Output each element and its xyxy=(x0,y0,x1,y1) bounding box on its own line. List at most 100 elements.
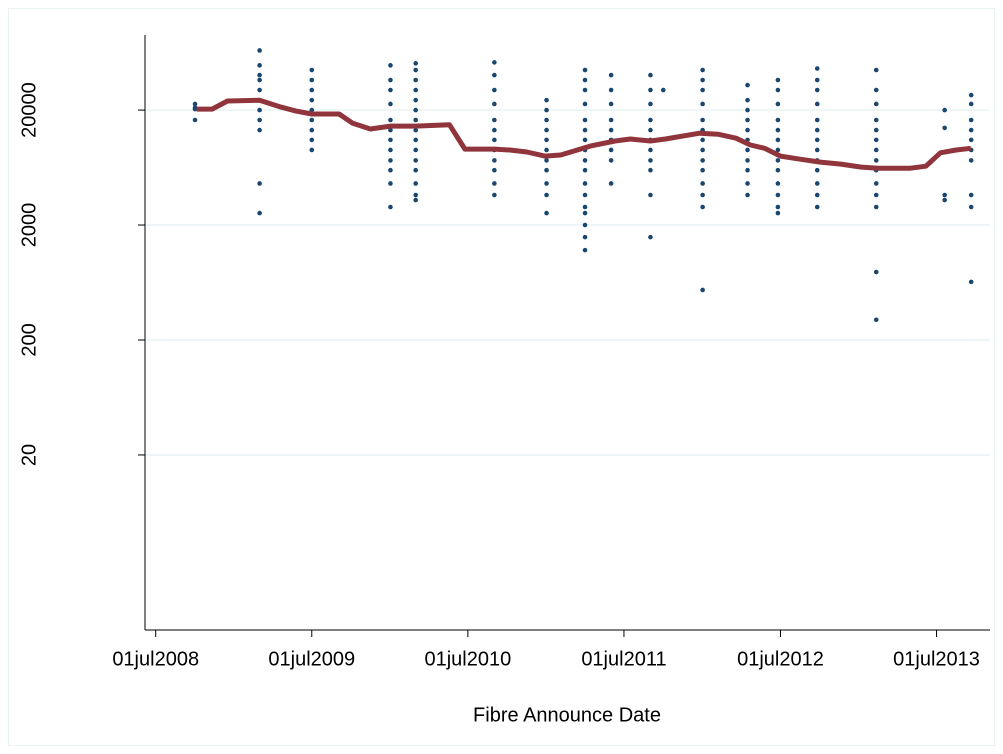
scatter-point xyxy=(388,158,393,163)
x-tick-label: 01jul2011 xyxy=(581,648,666,670)
scatter-point xyxy=(413,197,418,203)
scatter-point xyxy=(492,192,497,198)
scatter-point xyxy=(413,167,418,173)
scatter-point xyxy=(608,72,614,78)
scatter-point xyxy=(775,181,781,186)
scatter-point xyxy=(608,117,614,123)
scatter-point xyxy=(648,87,653,93)
y-tick-label: 2000 xyxy=(18,203,40,248)
scatter-point xyxy=(492,158,497,163)
scatter-point xyxy=(814,66,820,71)
scatter-point xyxy=(582,77,588,83)
scatter-point xyxy=(582,222,588,228)
scatter-point xyxy=(257,107,262,113)
scatter-point xyxy=(413,61,418,66)
scatter-point xyxy=(492,167,497,173)
scatter-point xyxy=(648,158,653,163)
scatter-point xyxy=(873,67,879,73)
scatter-point xyxy=(492,101,497,107)
scatter-point xyxy=(388,147,393,153)
scatter-point xyxy=(257,63,262,68)
scatter-point xyxy=(257,181,262,186)
scatter-point xyxy=(582,101,588,107)
scatter-point xyxy=(582,158,588,163)
scatter-point xyxy=(413,67,418,73)
scatter-point xyxy=(700,77,705,83)
scatter-point xyxy=(582,167,588,173)
scatter-point xyxy=(492,87,497,93)
scatter-point xyxy=(608,127,614,133)
scatter-point xyxy=(648,117,653,123)
scatter-point xyxy=(582,181,588,186)
scatter-point xyxy=(775,158,781,163)
scatter-point xyxy=(814,77,820,83)
x-tick-label: 01jul2008 xyxy=(112,648,199,670)
scatter-point xyxy=(814,204,820,210)
scatter-point xyxy=(192,117,198,123)
scatter-point xyxy=(544,147,549,153)
scatter-point xyxy=(648,101,653,107)
scatter-point xyxy=(608,158,614,163)
scatter-point xyxy=(544,137,549,143)
scatter-point xyxy=(968,204,974,210)
scatter-point xyxy=(388,87,393,93)
scatter-point xyxy=(388,63,393,68)
scatter-point xyxy=(582,127,588,133)
scatter-point xyxy=(775,101,781,107)
scatter-point xyxy=(775,137,781,143)
x-axis-title: Fibre Announce Date xyxy=(473,704,661,726)
scatter-point xyxy=(968,117,974,123)
scatter-point xyxy=(413,147,418,153)
scatter-point xyxy=(257,48,262,53)
scatter-point xyxy=(492,137,497,143)
scatter-point xyxy=(544,127,549,133)
scatter-point xyxy=(968,192,974,198)
scatter-point xyxy=(873,137,879,143)
scatter-point xyxy=(388,117,393,123)
scatter-point xyxy=(700,181,705,186)
scatter-point xyxy=(388,181,393,186)
scatter-point xyxy=(814,147,820,153)
scatter-point xyxy=(968,279,974,285)
scatter-point xyxy=(608,87,614,93)
scatter-point xyxy=(660,87,666,93)
scatter-point xyxy=(544,97,549,103)
scatter-point xyxy=(582,192,588,198)
scatter-point xyxy=(582,87,588,93)
scatter-point xyxy=(814,167,820,173)
scatter-point xyxy=(192,106,198,112)
scatter-point xyxy=(492,117,497,123)
scatter-point xyxy=(544,117,549,123)
scatter-point xyxy=(775,127,781,133)
scatter-point xyxy=(968,137,974,143)
scatter-point xyxy=(873,192,879,198)
scatter-point xyxy=(814,181,820,186)
scatter-point xyxy=(413,107,418,113)
scatter-point xyxy=(309,127,315,133)
scatter-point xyxy=(775,204,781,210)
scatter-point xyxy=(745,117,750,123)
scatter-point xyxy=(309,137,315,143)
scatter-point xyxy=(582,247,588,253)
scatter-point xyxy=(544,107,549,113)
scatter-point xyxy=(745,107,750,113)
scatter-point xyxy=(873,204,879,210)
scatter-point xyxy=(492,60,497,65)
scatter-point xyxy=(257,87,262,93)
scatter-point xyxy=(413,158,418,163)
scatter-point xyxy=(873,101,879,107)
scatter-point xyxy=(388,137,393,143)
scatter-point xyxy=(968,158,974,163)
scatter-point xyxy=(413,127,418,133)
scatter-point xyxy=(814,117,820,123)
scatter-point xyxy=(745,82,750,88)
scatter-point xyxy=(309,147,315,153)
scatter-point xyxy=(814,87,820,93)
scatter-point xyxy=(192,101,198,107)
scatter-point xyxy=(648,127,653,133)
scatter-point xyxy=(582,204,588,210)
scatter-point xyxy=(413,117,418,123)
scatter-point xyxy=(544,192,549,198)
scatter-point xyxy=(492,127,497,133)
x-tick-label: 01jul2009 xyxy=(268,648,355,670)
